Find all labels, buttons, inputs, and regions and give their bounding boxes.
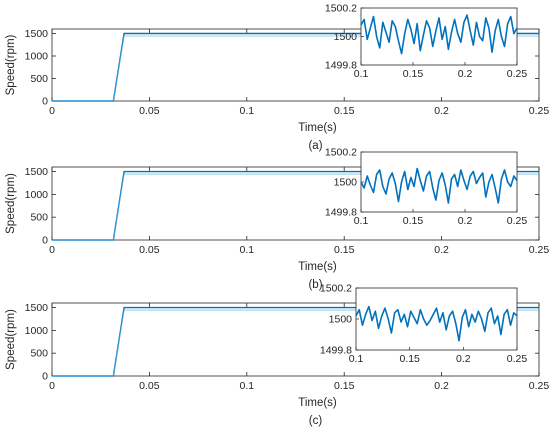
inset-y-tick-label: 1500.2 [325,3,357,15]
x-tick-label: 0.05 [139,380,160,392]
y-tick-label: 1500 [25,28,49,40]
inset-y-tick-label: 1500 [334,31,358,43]
panel-a: 0 0.05 0.1 0.15 0.2 0.25 0 500 1000 1500 Time(s) Sp… [5,3,549,153]
inset-plot: 0.1 0.15 0.2 0.25 1499.8 1500 1500.2 [320,283,528,366]
inset-x-tick-label: 0.25 [507,353,528,365]
x-tick-label: 0.05 [139,105,160,117]
inset-x-tick-label: 0.1 [354,215,369,227]
x-tick-label: 0.25 [529,244,550,256]
y-tick-label: 1500 [25,302,49,314]
inset-speed-ripple-line [360,167,518,204]
inset-x-tick-label: 0.25 [507,215,528,227]
inset-x-tick-label: 0.15 [403,215,424,227]
inset-plot-area [355,287,518,351]
inset-x-tick-label: 0.15 [399,353,420,365]
inset-y-tick-label: 1500 [334,177,358,189]
x-tick-label: 0.2 [434,380,449,392]
inset-speed-ripple-line [360,14,518,55]
x-tick-label: 0.15 [334,380,355,392]
y-tick-label: 500 [30,212,48,224]
x-tick-label: 0.25 [529,105,550,117]
inset-y-tick-label: 1500 [329,314,353,326]
x-tick-label: 0 [49,380,55,392]
x-tick-label: 0.1 [239,244,254,256]
y-axis-label: Speed(rpm) [5,309,17,370]
inset-x-tick-label: 0.25 [507,68,528,80]
x-tick-label: 0.05 [139,244,160,256]
y-tick-label: 500 [30,348,48,360]
x-tick-label: 0 [49,105,55,117]
inset-y-tick-label: 1500.2 [320,283,352,295]
x-tick-label: 0.15 [334,244,355,256]
x-axis-label: Time(s) [298,397,337,409]
panel-c: 0 0.05 0.1 0.15 0.2 0.25 0 500 1000 1500 Time(s) Sp… [5,283,549,428]
inset-x-tick-label: 0.1 [354,68,369,80]
inset-y-tick-label: 1499.8 [325,60,357,72]
panel-caption: (b) [308,279,322,291]
y-tick-label: 1500 [25,166,49,178]
x-tick-label: 0 [49,244,55,256]
x-tick-label: 0.1 [239,380,254,392]
inset-y-tick-label: 1499.8 [320,345,352,357]
inset-plot: 0.1 0.15 0.2 0.25 1499.8 1500 1500.2 [325,147,528,228]
panel-caption: (a) [308,140,322,152]
x-tick-label: 0.2 [434,244,449,256]
x-tick-label: 0.15 [334,105,355,117]
inset-y-tick-label: 1499.8 [325,207,357,219]
inset-x-tick-label: 0.2 [458,68,473,80]
inset-x-tick-label: 0.1 [349,353,364,365]
y-tick-label: 1000 [25,51,49,63]
inset-speed-ripple-line [355,305,518,342]
inset-y-tick-label: 1500.2 [325,147,357,159]
inset-x-tick-label: 0.2 [456,353,471,365]
x-axis-label: Time(s) [298,122,337,134]
x-tick-label: 0.25 [529,380,550,392]
y-tick-label: 500 [30,73,48,85]
y-tick-label: 0 [42,371,48,383]
y-tick-label: 0 [42,96,48,108]
y-axis-label: Speed(rpm) [5,34,17,95]
inset-x-tick-label: 0.15 [403,68,424,80]
y-tick-label: 1000 [25,189,49,201]
x-axis-label: Time(s) [298,261,337,273]
inset-x-tick-label: 0.2 [458,215,473,227]
x-tick-label: 0.1 [239,105,254,117]
x-tick-label: 0.2 [434,105,449,117]
y-axis-label: Speed(rpm) [5,173,17,234]
panel-b: 0 0.05 0.1 0.15 0.2 0.25 0 500 1000 1500 Time(s) Sp… [5,147,549,292]
speed-series-line-shadow [52,309,539,377]
panel-caption: (c) [309,415,323,427]
y-tick-label: 1000 [25,325,49,337]
speed-series-line-shadow [52,35,539,102]
y-tick-label: 0 [42,235,48,247]
inset-plot: 0.1 0.15 0.2 0.25 1499.8 1500 1500.2 [325,3,528,81]
speed-series-line-shadow [52,173,539,241]
